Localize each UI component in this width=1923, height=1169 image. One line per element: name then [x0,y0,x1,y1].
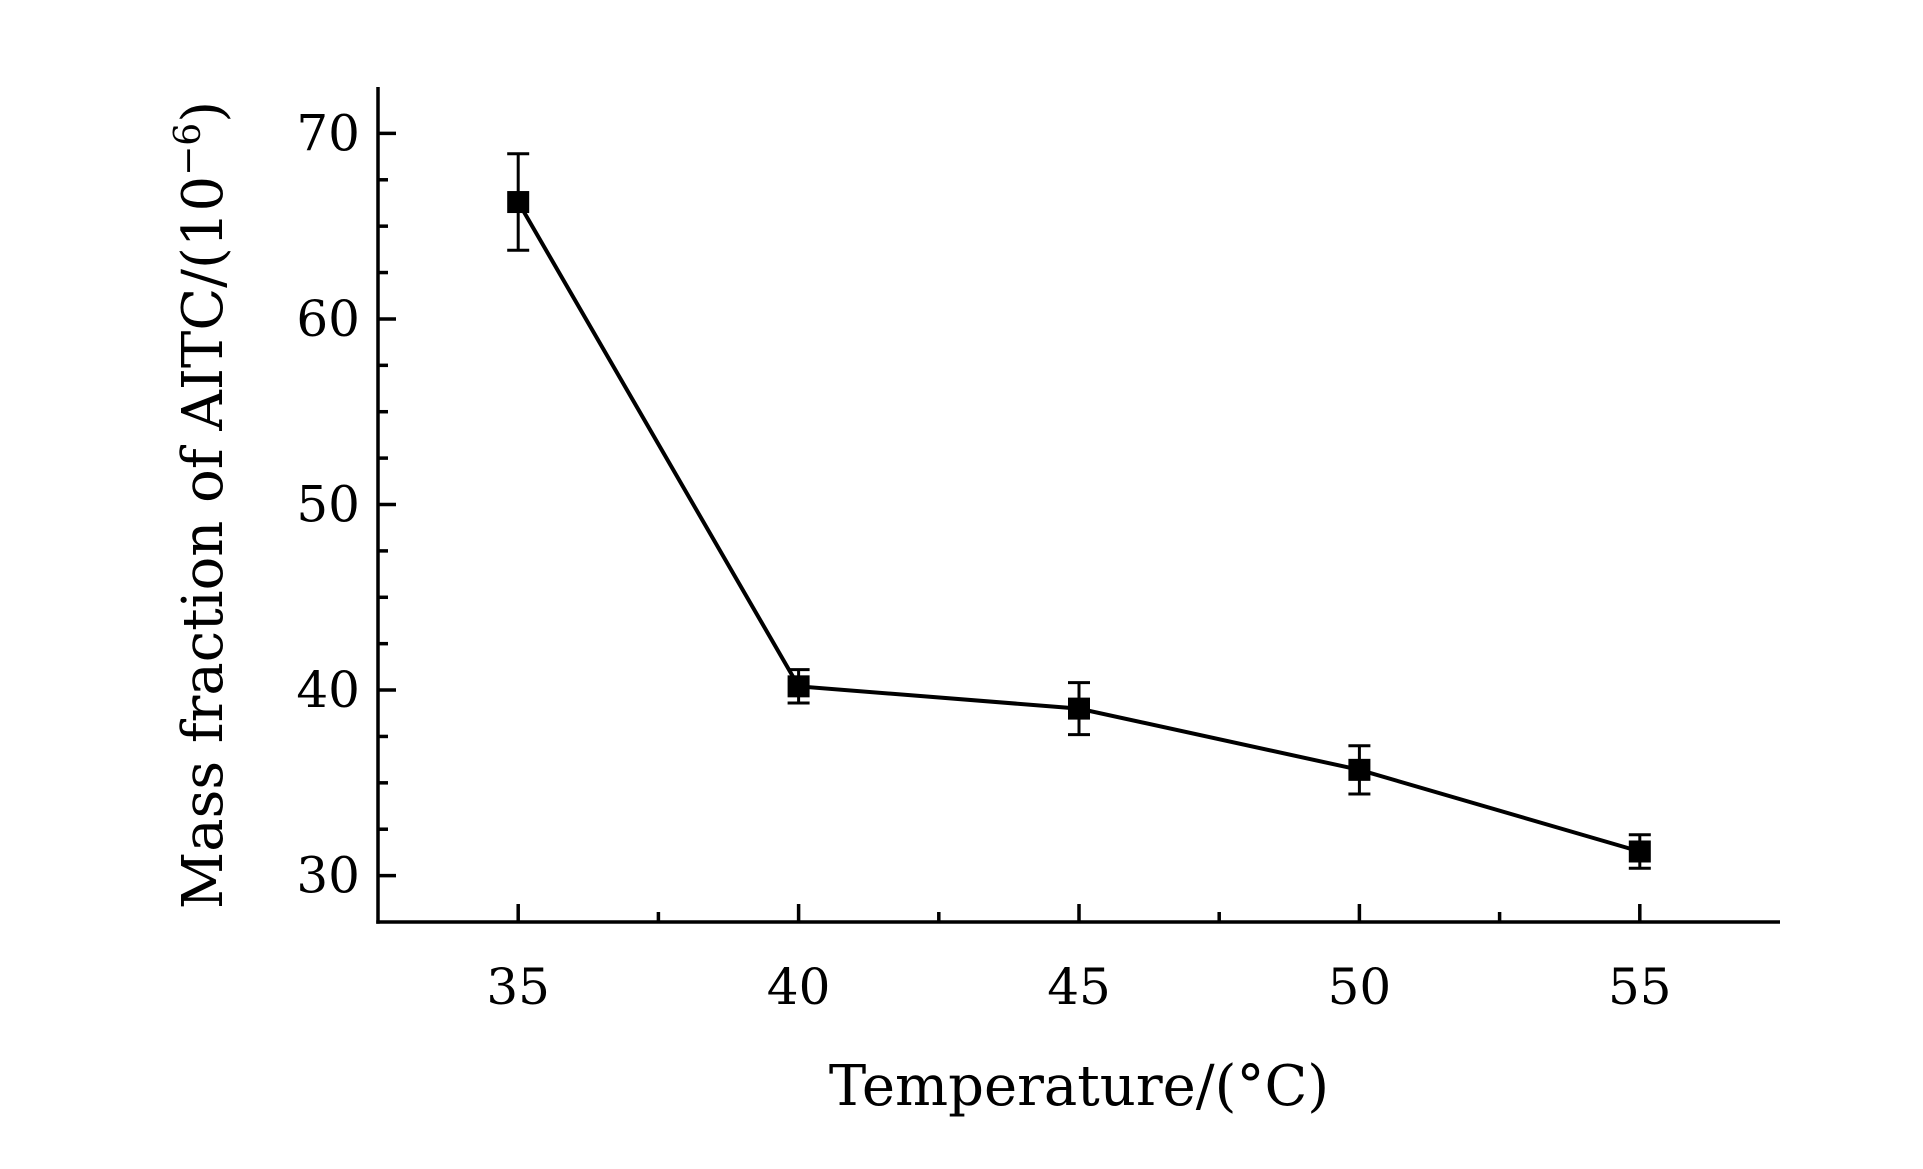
y-tick-label: 40 [296,661,360,719]
x-tick-label: 45 [1047,958,1111,1016]
data-point-marker [1628,840,1651,863]
y-axis-title-main: Mass fraction of AITC/(10 [171,176,236,909]
x-tick-label: 55 [1608,958,1672,1016]
data-point-marker [787,675,810,698]
data-point-marker [1348,758,1371,781]
y-axis-title: Mass fraction of AITC/(10−6) [168,101,236,909]
y-tick-label: 60 [296,290,360,348]
data-point-marker [1068,697,1090,720]
x-tick-label: 35 [486,958,550,1016]
y-tick-label: 70 [296,104,360,162]
y-tick-label: 30 [296,847,360,905]
tick-marks [378,131,1642,922]
x-tick-label: 40 [767,958,831,1016]
x-tick-label: 50 [1328,958,1392,1016]
y-axis-title-close: ) [171,101,236,123]
tick-labels: 35 40 45 50 55 30 40 50 60 70 [296,104,1671,1016]
y-axis-title-superscript: −6 [168,123,209,176]
axes [376,87,1780,924]
data-point-marker [507,191,530,214]
series-line [516,201,1641,854]
x-axis-title: Temperature/(°C) [829,1054,1329,1119]
data-series [507,152,1651,870]
y-tick-label: 50 [296,476,360,534]
